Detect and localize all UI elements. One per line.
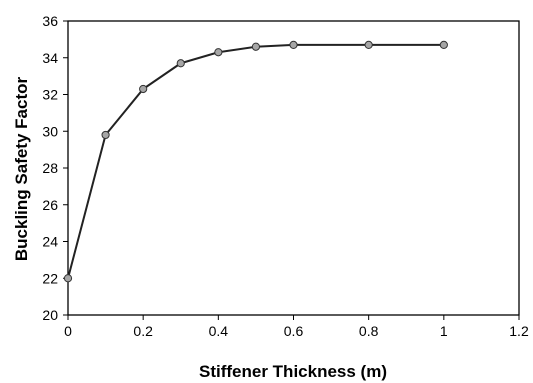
x-tick-label: 0.8 — [359, 323, 379, 339]
x-tick-label: 0.4 — [209, 323, 229, 339]
marker-layer — [63, 40, 448, 283]
data-point — [439, 40, 448, 49]
y-tick-label: 32 — [42, 87, 58, 103]
series-line — [67, 43, 444, 279]
y-tick-label: 28 — [42, 160, 58, 176]
data-point — [251, 42, 261, 51]
series-layer — [67, 43, 444, 279]
y-tick-label: 22 — [42, 270, 58, 286]
axes — [67, 20, 520, 316]
plot-frame — [67, 20, 520, 316]
data-point — [364, 40, 373, 49]
data-point — [214, 48, 223, 57]
y-axis-ticks: 20 22 24 26 28 30 32 34 36 — [42, 13, 68, 323]
data-point — [101, 130, 110, 140]
data-point — [139, 84, 148, 94]
x-tick-label: 0.6 — [284, 323, 304, 339]
x-tick-label: 0.2 — [133, 323, 153, 339]
x-tick-label: 0 — [64, 323, 72, 339]
y-tick-label: 36 — [42, 13, 58, 29]
data-point — [176, 59, 185, 68]
y-tick-label: 30 — [42, 123, 58, 139]
data-point — [63, 274, 73, 283]
x-tick-label: 1.2 — [509, 323, 529, 339]
y-axis-title: Buckling Safety Factor — [12, 77, 31, 262]
y-tick-label: 24 — [42, 234, 58, 250]
y-tick-label: 26 — [42, 197, 58, 213]
x-tick-label: 1 — [440, 323, 448, 339]
y-tick-label: 20 — [42, 307, 58, 323]
x-axis-ticks: 0 0.2 0.4 0.6 0.8 1 1.2 — [64, 315, 529, 339]
data-point — [289, 40, 298, 49]
x-axis-title: Stiffener Thickness (m) — [199, 362, 387, 381]
y-tick-label: 34 — [42, 50, 58, 66]
